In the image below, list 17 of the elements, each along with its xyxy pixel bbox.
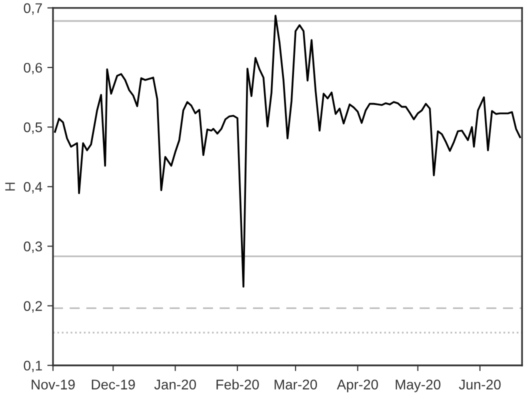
x-tick-label: Jun-20: [458, 380, 501, 390]
x-tick-label: Dec-19: [92, 380, 135, 390]
y-tick-label: 0,5: [24, 122, 42, 134]
y-tick-label: 0,7: [24, 3, 42, 15]
x-tick-label: Jan-20: [154, 380, 196, 390]
x-tick-label: Nov-19: [32, 380, 75, 390]
line-series: [54, 14, 521, 288]
x-tick-label: May-20: [396, 380, 440, 392]
y-tick-label: 0,1: [24, 360, 42, 372]
x-tick-label: Mar-20: [274, 380, 317, 390]
y-tick-label: 0,2: [24, 301, 42, 313]
y-tick-label: 0,3: [24, 242, 42, 254]
y-axis-title: H: [5, 182, 15, 191]
y-tick-label: 0,6: [24, 62, 42, 74]
x-tick-label: Feb-20: [216, 379, 259, 390]
y-tick-label: 0,4: [24, 182, 42, 194]
x-tick-label: Apr-20: [336, 380, 378, 392]
